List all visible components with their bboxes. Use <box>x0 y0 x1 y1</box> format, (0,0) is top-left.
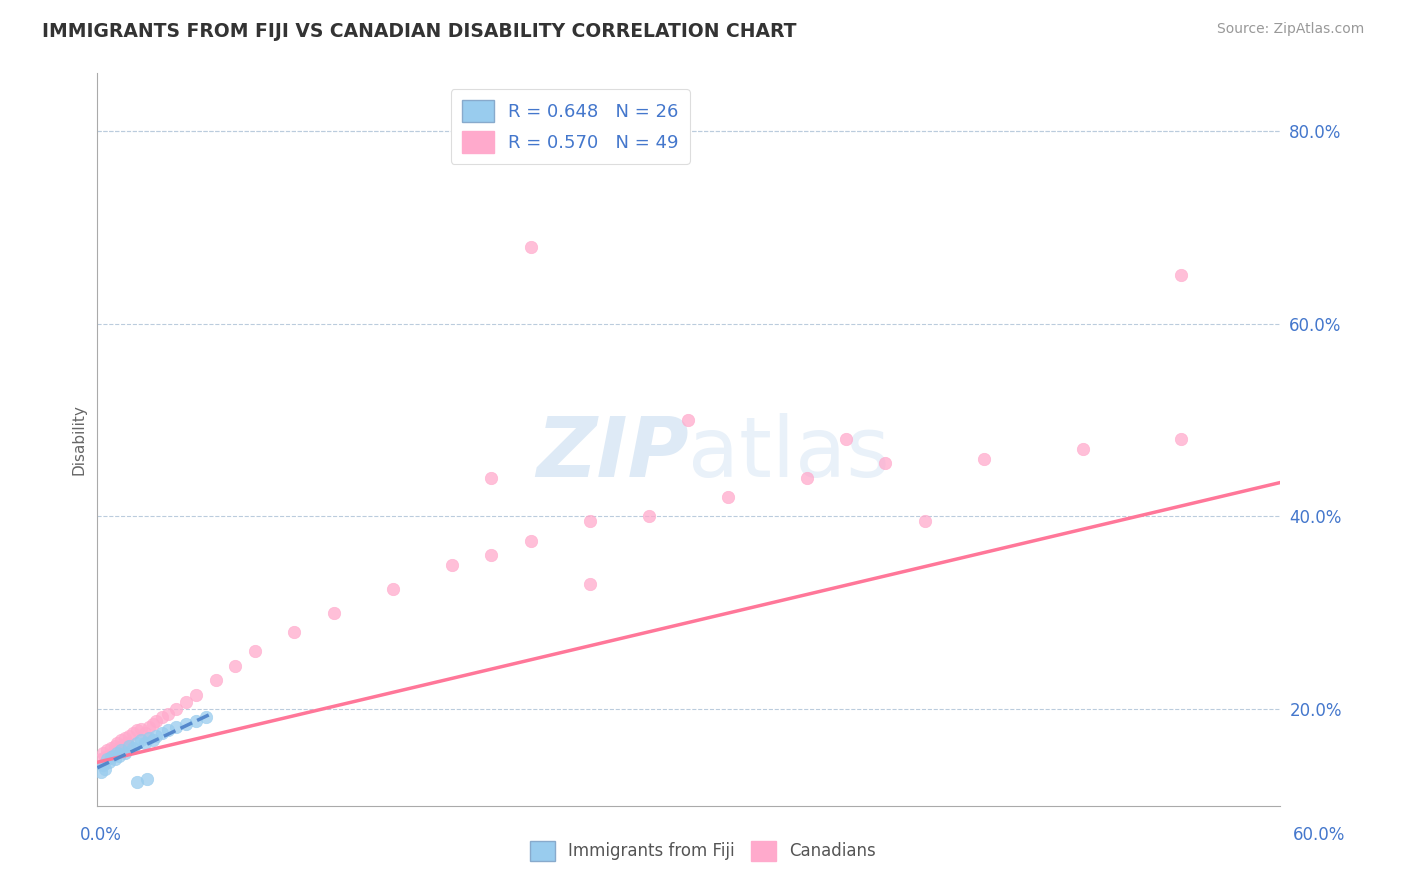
Point <box>111 739 134 753</box>
Text: ZIP: ZIP <box>536 414 689 494</box>
Point <box>96 752 118 766</box>
Point <box>243 644 266 658</box>
Point <box>134 726 156 740</box>
Point <box>129 722 152 736</box>
Point <box>100 740 122 755</box>
Point <box>90 752 112 766</box>
Point <box>145 729 167 743</box>
Point <box>481 471 503 485</box>
Point <box>204 673 226 688</box>
Point <box>105 746 128 760</box>
Y-axis label: Disability: Disability <box>72 404 86 475</box>
Point <box>224 658 246 673</box>
Point <box>101 746 124 760</box>
Point <box>717 490 740 504</box>
Point <box>104 752 127 766</box>
Point <box>184 688 207 702</box>
Point <box>108 748 131 763</box>
Point <box>110 733 132 747</box>
Point <box>121 740 143 755</box>
Point <box>141 716 163 731</box>
Point <box>94 750 117 764</box>
Point <box>520 239 543 253</box>
Text: 60.0%: 60.0% <box>1292 826 1346 844</box>
Point <box>121 726 143 740</box>
Point <box>638 509 661 524</box>
Legend: Immigrants from Fiji, Canadians: Immigrants from Fiji, Canadians <box>523 834 883 868</box>
Point <box>138 720 160 734</box>
Point <box>98 756 121 770</box>
Point <box>125 723 148 738</box>
Point <box>100 750 122 764</box>
Point <box>322 606 344 620</box>
Point <box>283 625 305 640</box>
Point <box>105 736 128 750</box>
Text: IMMIGRANTS FROM FIJI VS CANADIAN DISABILITY CORRELATION CHART: IMMIGRANTS FROM FIJI VS CANADIAN DISABIL… <box>42 22 797 41</box>
Point <box>114 746 136 760</box>
Point <box>174 716 197 731</box>
Point <box>678 413 700 427</box>
Point <box>194 710 217 724</box>
Point <box>150 710 173 724</box>
Point <box>157 707 180 722</box>
Point <box>381 582 404 596</box>
Point <box>174 694 197 708</box>
Point <box>165 702 187 716</box>
Point <box>96 743 118 757</box>
Point <box>875 457 897 471</box>
Point <box>157 723 180 738</box>
Text: Source: ZipAtlas.com: Source: ZipAtlas.com <box>1216 22 1364 37</box>
Point <box>108 743 131 757</box>
Point <box>184 714 207 728</box>
Point <box>114 731 136 746</box>
Point <box>110 743 132 757</box>
Point <box>520 533 543 548</box>
Point <box>145 714 167 728</box>
Point <box>135 772 157 786</box>
Point <box>125 736 148 750</box>
Point <box>165 720 187 734</box>
Point <box>115 736 138 750</box>
Point <box>1170 268 1192 283</box>
Point <box>150 726 173 740</box>
Point <box>835 432 858 446</box>
Point <box>125 774 148 789</box>
Legend: R = 0.648   N = 26, R = 0.570   N = 49: R = 0.648 N = 26, R = 0.570 N = 49 <box>451 89 690 164</box>
Point <box>579 577 602 591</box>
Point <box>104 739 127 753</box>
Point <box>98 748 121 763</box>
Point <box>138 731 160 746</box>
Point <box>796 471 818 485</box>
Point <box>118 739 141 753</box>
Point <box>118 729 141 743</box>
Point <box>481 548 503 562</box>
Point <box>91 746 114 760</box>
Text: 0.0%: 0.0% <box>80 826 122 844</box>
Point <box>973 451 995 466</box>
Point <box>1071 442 1094 456</box>
Point <box>914 514 936 528</box>
Point <box>91 758 114 772</box>
Point <box>129 733 152 747</box>
Point <box>94 762 117 776</box>
Point <box>440 558 463 572</box>
Point <box>579 514 602 528</box>
Point <box>1170 432 1192 446</box>
Text: atlas: atlas <box>689 414 890 494</box>
Point <box>90 764 112 779</box>
Point <box>101 748 124 763</box>
Point <box>134 736 156 750</box>
Point <box>141 733 163 747</box>
